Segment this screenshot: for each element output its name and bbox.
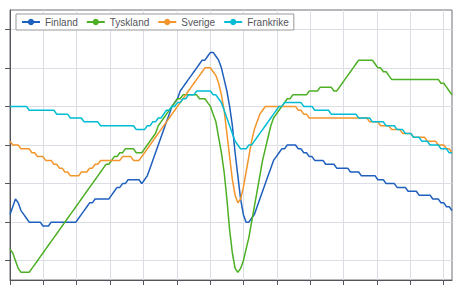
- svg-text:Frankrike: Frankrike: [247, 17, 289, 28]
- svg-text:Finland: Finland: [45, 17, 78, 28]
- svg-text:Tyskland: Tyskland: [110, 17, 149, 28]
- svg-text:Sverige: Sverige: [181, 17, 215, 28]
